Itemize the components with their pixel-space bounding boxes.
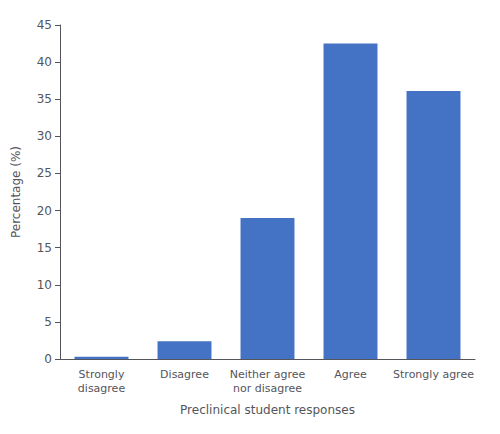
svg-text:25: 25 xyxy=(37,166,52,180)
svg-text:10: 10 xyxy=(37,278,52,292)
svg-text:Percentage (%): Percentage (%) xyxy=(9,146,23,238)
svg-text:45: 45 xyxy=(37,18,52,32)
svg-text:5: 5 xyxy=(44,315,52,329)
svg-text:35: 35 xyxy=(37,92,52,106)
svg-text:15: 15 xyxy=(37,241,52,255)
svg-text:Strongly: Strongly xyxy=(79,368,125,381)
svg-text:disagree: disagree xyxy=(78,382,126,395)
svg-text:Disagree: Disagree xyxy=(160,368,209,381)
svg-text:Neither agree: Neither agree xyxy=(230,368,306,381)
svg-text:Strongly agree: Strongly agree xyxy=(393,368,474,381)
svg-text:30: 30 xyxy=(37,129,52,143)
svg-text:nor disagree: nor disagree xyxy=(233,382,302,395)
svg-text:0: 0 xyxy=(44,352,52,366)
svg-text:Preclinical student responses: Preclinical student responses xyxy=(180,403,355,417)
svg-text:20: 20 xyxy=(37,204,52,218)
svg-text:Agree: Agree xyxy=(334,368,367,381)
svg-text:40: 40 xyxy=(37,55,52,69)
